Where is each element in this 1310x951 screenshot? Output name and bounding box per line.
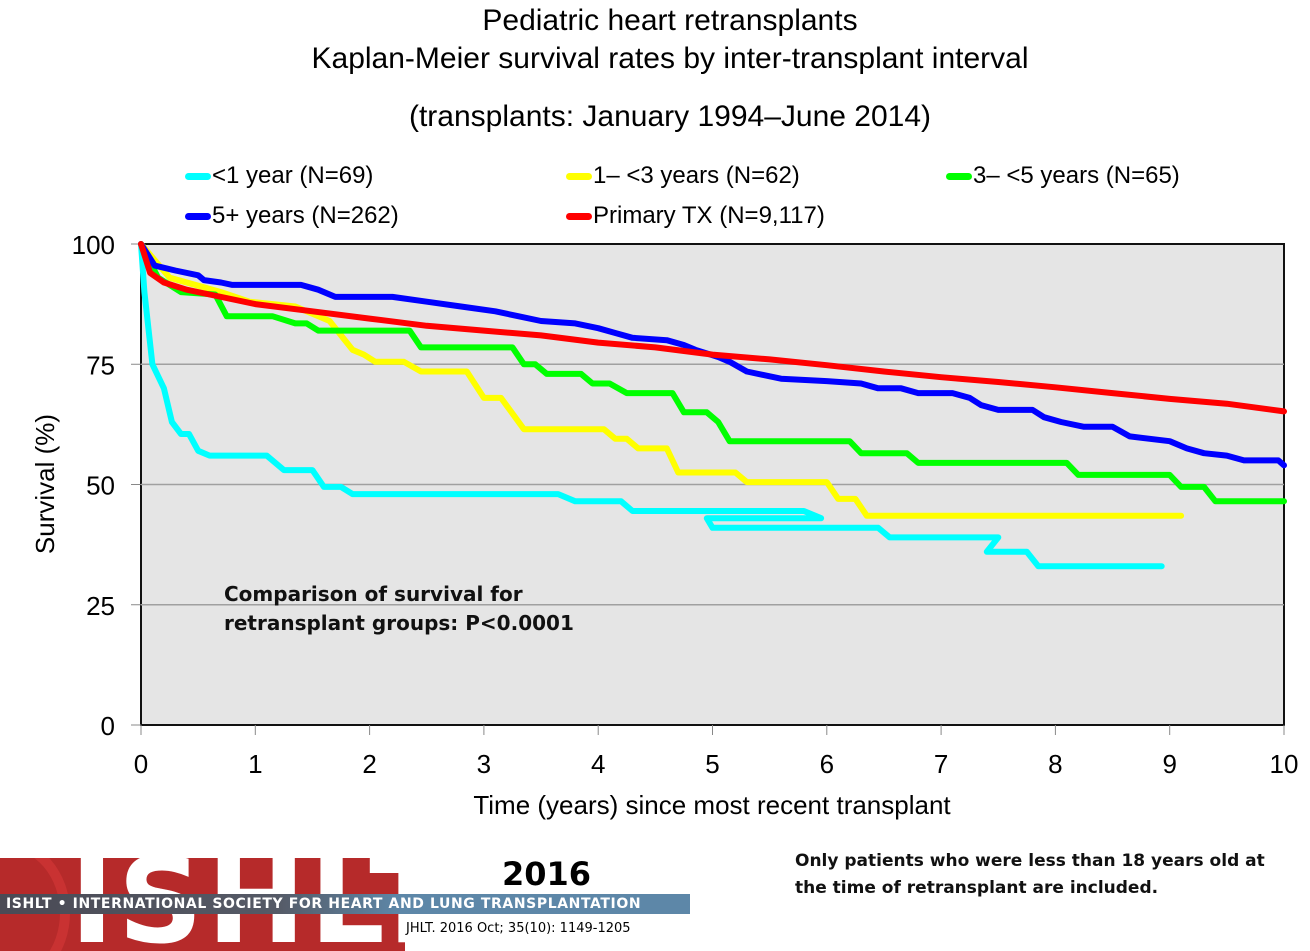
x-tick-label: 1 [248,749,262,779]
legend-item-primary: Primary TX (N=9,117) [566,202,825,230]
footnote: Only patients who were less than 18 year… [795,848,1265,902]
footnote-line-2: the time of retransplant are included. [795,878,1159,898]
annotation-line-2: retransplant groups: P<0.0001 [224,611,574,635]
y-tick-label: 25 [86,591,115,621]
series-line-3 [138,241,1287,469]
y-tick-label: 100 [72,230,115,260]
x-tick-label: 7 [934,749,948,779]
chart-subtitle: Kaplan-Meier survival rates by inter-tra… [311,42,1029,75]
legend-item-1to3yr: 1– <3 years (N=62) [566,162,800,190]
x-tick-label: 9 [1162,749,1176,779]
annotation-line-1: Comparison of survival for [224,582,523,606]
legend-label: 5+ years (N=262) [212,202,399,229]
x-axis-label: Time (years) since most recent transplan… [473,790,951,820]
chart-date-range: (transplants: January 1994–June 2014) [408,100,931,133]
series-line-0 [138,241,1165,570]
y-tick-label: 0 [101,711,115,741]
legend-swatch-icon [946,172,972,180]
report-year: 2016 [502,855,592,893]
x-tick-label: 5 [705,749,719,779]
legend-label: Primary TX (N=9,117) [593,202,825,229]
x-tick-label: 3 [477,749,491,779]
journal-citation: JHLT. 2016 Oct; 35(10): 1149-1205 [406,921,631,936]
legend-item-lt1yr: <1 year (N=69) [185,162,373,190]
legend-swatch-icon [185,212,211,220]
y-tick-label: 75 [86,350,115,380]
legend-label: 1– <3 years (N=62) [593,162,800,189]
legend-label: 3– <5 years (N=65) [973,162,1180,189]
p-value-annotation: Comparison of survival for retransplant … [224,580,574,638]
legend-swatch-icon [185,172,211,180]
legend-swatch-icon [566,212,592,220]
x-tick-label: 4 [591,749,605,779]
legend-item-5plus: 5+ years (N=262) [185,202,399,230]
x-tick-label: 0 [134,749,148,779]
y-axis-label: Survival (%) [30,414,60,554]
legend-label: <1 year (N=69) [212,162,374,189]
y-tick-label: 50 [86,471,115,501]
footnote-line-1: Only patients who were less than 18 year… [795,851,1265,871]
legend-swatch-icon [566,172,592,180]
survival-chart: 0 25 50 75 100 0 1 2 3 4 5 6 7 8 9 10 Survival (%) Tim… [30,230,1299,820]
x-tick-label: 8 [1048,749,1062,779]
x-tick-label: 2 [362,749,376,779]
society-banner: ISHLT • INTERNATIONAL SOCIETY FOR HEART … [0,894,690,914]
x-tick-label: 10 [1270,749,1299,779]
series-line-4 [138,241,1287,415]
x-tick-label: 6 [820,749,834,779]
series-line-2 [138,241,1287,505]
legend-item-3to5yr: 3– <5 years (N=65) [946,162,1180,190]
chart-title: Pediatric heart retransplants [482,4,858,37]
